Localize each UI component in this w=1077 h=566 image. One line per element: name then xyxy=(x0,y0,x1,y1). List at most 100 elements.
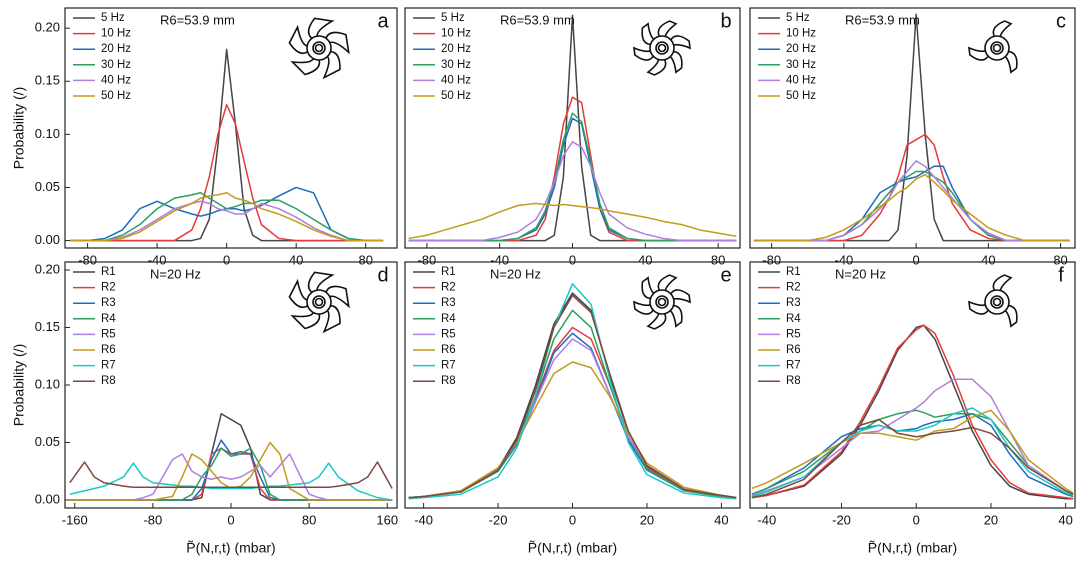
fan-blade xyxy=(633,300,655,315)
series-line xyxy=(408,283,737,500)
x-tick-label: -40 xyxy=(414,512,433,527)
fan-blade xyxy=(646,58,667,76)
x-tick-label: 0 xyxy=(569,252,576,267)
panel-label: b xyxy=(720,10,731,32)
plot-lines xyxy=(753,13,1070,242)
legend-label: R7 xyxy=(786,360,801,372)
legend-label: 40 Hz xyxy=(441,74,471,86)
fan-blade xyxy=(322,50,341,80)
legend-label: R4 xyxy=(441,313,456,325)
x-tick-label: -40 xyxy=(490,252,509,267)
y-tick-label: 0.15 xyxy=(35,73,60,88)
fan-blade xyxy=(1004,50,1018,74)
series-line xyxy=(751,418,1074,499)
legend-label: R6 xyxy=(786,344,801,356)
series-line xyxy=(408,117,737,242)
fan-hub-core xyxy=(657,297,667,307)
series-line xyxy=(753,160,1070,242)
y-axis-label: Probability (/) xyxy=(11,87,27,169)
annotation: R6=53.9 mm xyxy=(160,12,235,27)
fan-blade xyxy=(669,50,683,74)
legend-label: 50 Hz xyxy=(441,90,471,102)
legend-label: R8 xyxy=(786,375,801,387)
legend-label: 40 Hz xyxy=(786,74,816,86)
x-tick-label: 0 xyxy=(569,512,576,527)
y-tick-label: 0.00 xyxy=(35,232,60,247)
series-line xyxy=(408,332,737,499)
fan-blade xyxy=(288,24,309,55)
y-axis-label: Probability (/) xyxy=(11,344,27,426)
legend-label: R5 xyxy=(786,328,801,340)
plot-lines xyxy=(408,283,737,500)
x-tick-label: 40 xyxy=(981,252,995,267)
x-tick-label: 20 xyxy=(984,512,998,527)
fan-blade xyxy=(992,20,1013,38)
legend-label: R5 xyxy=(101,328,116,340)
legend-label: R3 xyxy=(441,297,456,309)
x-tick-label: 40 xyxy=(1058,512,1072,527)
legend-label: 5 Hz xyxy=(101,12,125,24)
x-tick-label: 40 xyxy=(289,252,303,267)
annotation: N=20 Hz xyxy=(835,266,886,281)
x-tick-label: 0 xyxy=(912,252,919,267)
x-tick-label: 80 xyxy=(302,512,316,527)
x-tick-label: 0 xyxy=(227,512,234,527)
legend-label: 50 Hz xyxy=(101,90,131,102)
fan-icon xyxy=(288,17,350,80)
series-line xyxy=(69,462,393,501)
series-line xyxy=(408,112,737,242)
legend-label: 30 Hz xyxy=(101,59,131,71)
plot-lines xyxy=(69,412,393,501)
y-tick-label: 0.00 xyxy=(35,491,60,506)
legend-label: R4 xyxy=(786,313,801,325)
annotation: R6=53.9 mm xyxy=(500,12,575,27)
fan-blade xyxy=(1004,304,1018,328)
series-line xyxy=(408,326,737,499)
series-line xyxy=(70,192,384,242)
panel-label: d xyxy=(377,264,388,286)
fan-blade xyxy=(290,57,321,76)
fan-hub-core xyxy=(657,43,667,53)
fan-hub-core xyxy=(992,297,1002,307)
series-line xyxy=(70,192,384,242)
legend-label: 30 Hz xyxy=(786,59,816,71)
series-line xyxy=(751,412,1074,498)
legend-label: R4 xyxy=(101,313,116,325)
legend-label: 10 Hz xyxy=(786,28,816,40)
plot-lines xyxy=(408,14,737,242)
x-tick-label: 0 xyxy=(223,252,230,267)
x-tick-label: -40 xyxy=(148,252,167,267)
fan-blade xyxy=(657,20,678,38)
x-tick-label: 80 xyxy=(1053,252,1067,267)
series-line xyxy=(753,170,1070,242)
x-tick-label: 40 xyxy=(714,512,728,527)
legend-label: R1 xyxy=(786,266,801,278)
plot-frame xyxy=(749,261,1076,509)
legend-label: R7 xyxy=(101,360,116,372)
x-tick-label: -80 xyxy=(78,252,97,267)
series-line xyxy=(753,173,1070,242)
series-line xyxy=(408,202,737,240)
x-tick-label: -40 xyxy=(834,252,853,267)
series-line xyxy=(408,141,737,242)
legend-label: 10 Hz xyxy=(101,28,131,40)
legend-label: R8 xyxy=(101,375,116,387)
fan-hub-core xyxy=(314,43,324,53)
legend-label: 20 Hz xyxy=(441,43,471,55)
fan-blade xyxy=(290,311,321,330)
fan-icon xyxy=(968,20,1018,74)
plot-frame xyxy=(64,7,398,249)
fan-blade xyxy=(322,304,341,334)
legend-label: R2 xyxy=(101,282,116,294)
panel-label: a xyxy=(377,10,389,32)
fan-blade xyxy=(633,46,655,61)
fan-hub-core xyxy=(314,297,324,307)
fan-icon xyxy=(633,20,691,76)
legend-label: R3 xyxy=(101,297,116,309)
x-tick-label: -80 xyxy=(417,252,436,267)
x-axis-label: P̃(N,r,t) (mbar) xyxy=(868,539,957,555)
legend-label: R2 xyxy=(441,282,456,294)
legend-label: 20 Hz xyxy=(101,43,131,55)
fan-blade xyxy=(324,31,350,55)
